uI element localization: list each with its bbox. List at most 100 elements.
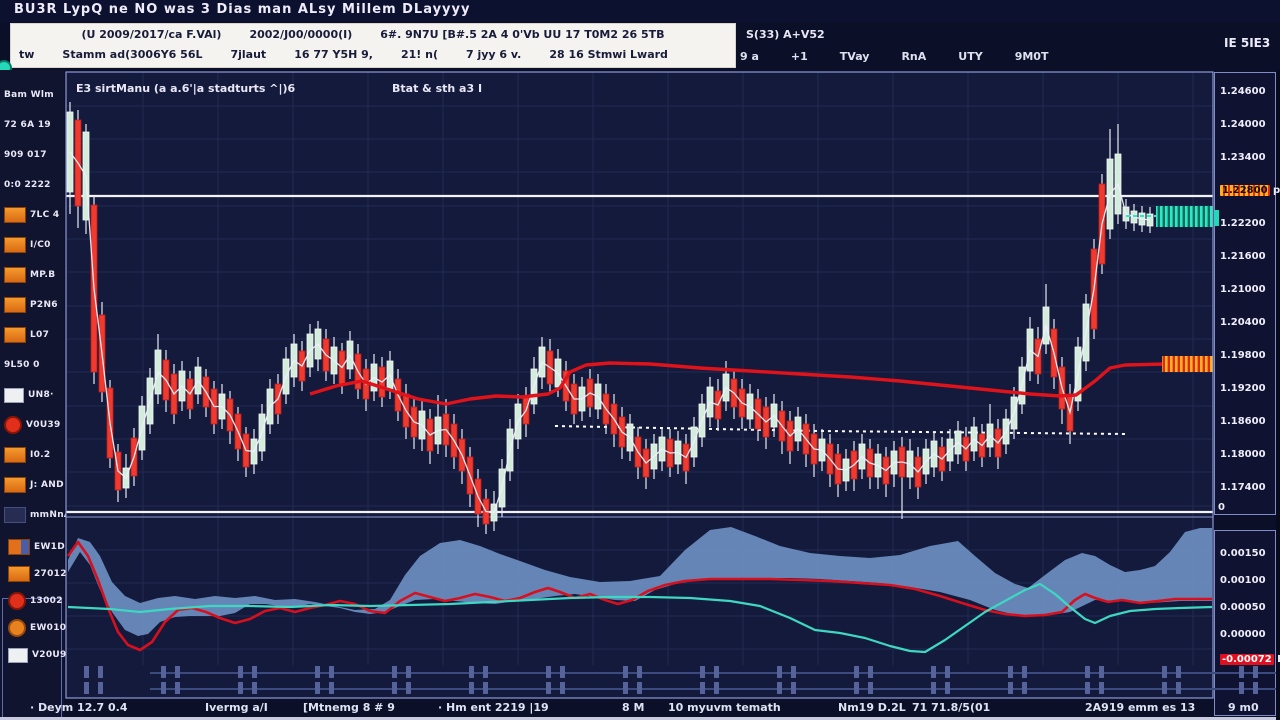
time-axis-label: 10 myuvm temath (668, 701, 781, 714)
scroll-tick-group (700, 666, 722, 694)
sidebar-item-label: EW1D (34, 542, 66, 552)
sidebar-item[interactable]: J: AND (4, 474, 64, 496)
scroll-tick (700, 682, 705, 694)
orange-icon (4, 477, 26, 493)
scroll-tick (1239, 682, 1244, 694)
sidebar-item[interactable]: 7LC 4 (4, 204, 60, 226)
scroll-tick (714, 666, 719, 678)
sidebar-group-box (2, 598, 62, 720)
scroll-tick (546, 666, 551, 678)
sidebar-item[interactable]: 27012 (8, 563, 67, 585)
scroll-tick (560, 682, 565, 694)
scroll-tick (791, 682, 796, 694)
scroll-tick (1008, 682, 1013, 694)
sidebar-item[interactable]: UN8· (4, 384, 54, 406)
price-axis-label: 1.21600 (1220, 251, 1266, 262)
scroll-tick (1162, 682, 1167, 694)
scroll-tick (1099, 666, 1104, 678)
toolbar-segment: (U 2009/2017/ca F.VAl) (81, 28, 222, 41)
sidebar-item[interactable]: I/C0 (4, 234, 51, 256)
quote-toolbar-row-2: tw Stamm ad(3006Y6 56L 7jlaut 16 77 Y5H 9, 2… (19, 48, 727, 61)
scroll-tick (1239, 666, 1244, 678)
sidebar-item-label: Bam Wlm (4, 90, 54, 100)
time-axis-label: 2A919 emm es 13 (1085, 701, 1196, 714)
dark-icon (4, 507, 26, 523)
scroll-tick (1022, 666, 1027, 678)
quote-toolbar-row-1: (U 2009/2017/ca F.VAl) 2002/J00/0000(I) 6#… (19, 28, 727, 41)
sidebar-item[interactable]: L07 (4, 324, 49, 346)
menu-item[interactable]: UTY (958, 50, 983, 63)
scroll-tick (623, 666, 628, 678)
indicator-red-line (66, 540, 1212, 652)
red-circle-icon (8, 592, 26, 610)
orange-position-marker (1162, 356, 1213, 372)
scroll-tick (238, 682, 243, 694)
orange-circle-icon (8, 619, 26, 637)
scroll-tick (700, 666, 705, 678)
red-circle-icon (4, 416, 22, 434)
price-axis-label: 1.19200 (1220, 383, 1266, 394)
sidebar-item-label: 909 017 (4, 150, 47, 160)
menu-item[interactable]: RnA (901, 50, 927, 63)
sidebar-item[interactable]: EW1D (8, 536, 65, 558)
sidebar-item[interactable]: 13002 (8, 590, 63, 612)
sidebar-item[interactable]: EW010 (8, 617, 66, 639)
toolbar-segment: 16 77 Y5H 9, (294, 48, 373, 61)
scroll-tick-group (854, 666, 876, 694)
scroll-tick (406, 682, 411, 694)
scroll-tick (1176, 682, 1181, 694)
scroll-tick (546, 682, 551, 694)
time-axis-label: 71 71.8/5(01 (912, 701, 991, 714)
sidebar-item[interactable]: 909 017 (4, 144, 47, 166)
scroll-tick-group (315, 666, 337, 694)
sidebar-item[interactable]: V20U9 (8, 644, 67, 666)
scroll-tick (406, 666, 411, 678)
scroll-tick (714, 682, 719, 694)
sidebar-item[interactable]: P2N6 (4, 294, 58, 316)
scroll-tick (637, 682, 642, 694)
scroll-tick-group (1162, 666, 1184, 694)
sidebar-item[interactable]: I0.2 (4, 444, 51, 466)
indicator-axis-label: 0.00050 (1220, 602, 1266, 613)
menu-item[interactable]: 9M0T (1014, 50, 1049, 63)
fast-ma-line (69, 151, 1151, 514)
time-axis-label: Nm19 D.2L (838, 701, 906, 714)
sidebar-item-label: MP.B (30, 270, 56, 280)
scroll-tick (868, 682, 873, 694)
sidebar-item-label: UN8· (28, 390, 54, 400)
sidebar-item-label: 9L50 0 (4, 360, 40, 370)
sidebar-item[interactable]: Bam Wlm (4, 84, 54, 106)
scroll-tick (931, 682, 936, 694)
sidebar-item[interactable]: V0U39 (4, 414, 61, 436)
scroll-tick (469, 682, 474, 694)
title-bar: BU3R LypQ ne NO was 3 Dias man ALsy Mill… (0, 0, 1280, 22)
sidebar-item[interactable]: mmNnA4 (4, 504, 78, 526)
scroll-tick (161, 666, 166, 678)
indicator-axis-label: 0.00100 (1220, 575, 1266, 586)
chart-border (65, 71, 1214, 699)
time-axis-label: 8 M (622, 701, 645, 714)
scroll-tick-group (238, 666, 260, 694)
sidebar-item[interactable]: 0:0 2222 (4, 174, 51, 196)
scroll-tick (315, 666, 320, 678)
sidebar-item[interactable]: MP.B (4, 264, 55, 286)
sidebar-item-label: 13002 (30, 596, 63, 606)
orange-icon (4, 237, 26, 253)
sidebar-item[interactable]: 9L50 0 (4, 354, 40, 376)
menu-item[interactable]: 9 a (740, 50, 759, 63)
menu-item[interactable]: +1 (790, 50, 808, 63)
menu-item[interactable]: TVay (839, 50, 870, 63)
scroll-tick-group (84, 666, 106, 694)
sidebar-item-label: 0:0 2222 (4, 180, 51, 190)
sidebar-item[interactable]: 72 6A 19 (4, 114, 51, 136)
white-icon (4, 387, 24, 403)
scroll-tick (945, 666, 950, 678)
sidebar-item-label: 27012 (34, 569, 67, 579)
scroll-tick (392, 666, 397, 678)
scroll-tick-group (161, 666, 183, 694)
price-axis-label: 1.20400 (1220, 317, 1266, 328)
scroll-tick-group (392, 666, 414, 694)
scroll-tick (329, 666, 334, 678)
